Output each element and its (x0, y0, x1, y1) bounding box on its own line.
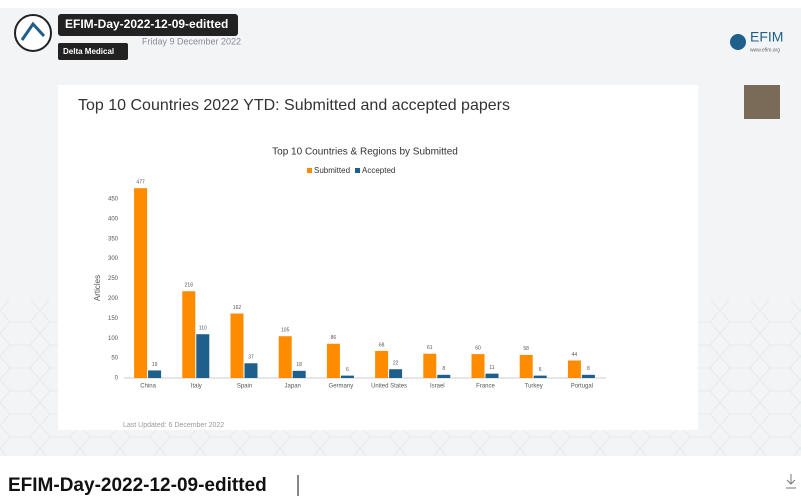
bar (389, 369, 403, 378)
value-label: 218 (185, 283, 194, 289)
value-label: 105 (281, 328, 290, 334)
bar (148, 370, 162, 378)
brand: EFIM (750, 29, 783, 45)
legend-swatch (307, 168, 312, 173)
legend-label: Accepted (362, 166, 395, 175)
bar (471, 354, 485, 378)
speaker-thumbnail[interactable] (744, 85, 780, 119)
y-tick-label: 100 (108, 336, 119, 342)
chart-title: Top 10 Countries & Regions by Submitted (272, 147, 458, 158)
slide-title: Top 10 Countries 2022 YTD: Submitted and… (78, 97, 510, 114)
value-label: 37 (248, 355, 254, 361)
y-tick-label: 0 (115, 376, 119, 382)
value-label: 19 (152, 362, 158, 368)
bar (437, 374, 451, 378)
channel-name[interactable]: Delta Medical (63, 47, 114, 56)
bar (581, 374, 595, 378)
title-tooltip (58, 14, 238, 36)
bar (485, 373, 499, 378)
value-label: 44 (572, 352, 578, 358)
chart: Top 10 Countries & Regions by Submitted A… (93, 147, 606, 390)
value-label: 6 (346, 367, 349, 373)
value-label: 68 (379, 342, 385, 348)
y-tick-label: 250 (108, 276, 119, 282)
bar (423, 353, 437, 378)
value-label: 86 (331, 335, 337, 341)
value-label: 8 (587, 366, 590, 372)
slide-footer: Last Updated: 6 December 2022 (123, 422, 224, 429)
x-tick-label: Spain (237, 384, 252, 390)
bar (182, 291, 196, 378)
channel-avatar[interactable] (14, 14, 52, 52)
bar (326, 343, 340, 378)
avatar-icon (20, 21, 46, 41)
y-tick-label: 200 (108, 296, 119, 302)
date: Friday 9 December 2022 (142, 36, 241, 46)
page-title: EFIM-Day-2022-12-09-editted (8, 475, 267, 496)
bar (196, 334, 210, 378)
bar (340, 375, 354, 378)
bar (567, 360, 581, 378)
y-tick-label: 150 (108, 316, 119, 322)
value-label: 60 (475, 345, 481, 351)
brand-url: www.efim.org (750, 47, 780, 53)
value-label: 110 (199, 326, 207, 332)
value-label: 61 (427, 345, 433, 351)
channel-tooltip (58, 43, 128, 60)
x-tick-label: Italy (191, 384, 202, 390)
legend-label: Submitted (314, 166, 350, 175)
bar (230, 313, 244, 378)
y-tick-label: 450 (108, 196, 119, 202)
value-label: 6 (539, 367, 542, 373)
y-tick-label: 50 (111, 356, 118, 362)
value-label: 18 (296, 362, 302, 368)
bar (278, 336, 292, 378)
download-button[interactable] (786, 474, 796, 489)
bar (375, 350, 389, 378)
legend-swatch (355, 168, 360, 173)
bar (292, 370, 306, 378)
y-axis-label: Articles (93, 275, 102, 301)
bar (519, 354, 533, 378)
value-label: 162 (233, 305, 242, 311)
y-tick-label: 400 (108, 216, 119, 222)
x-tick-label: Turkey (525, 384, 543, 390)
bar (244, 363, 258, 378)
x-tick-label: Japan (285, 384, 301, 390)
video-title[interactable]: EFIM-Day-2022-12-09-editted (65, 17, 228, 31)
x-tick-label: Germany (329, 384, 354, 390)
x-tick-label: China (140, 384, 156, 390)
y-tick-label: 350 (108, 236, 119, 242)
value-label: 22 (393, 361, 399, 367)
x-tick-label: Israel (430, 384, 445, 390)
bar (134, 188, 148, 378)
value-label: 8 (442, 366, 445, 372)
value-label: 11 (489, 365, 494, 371)
value-label: 58 (523, 346, 529, 352)
x-tick-label: France (476, 384, 495, 390)
x-tick-label: Portugal (571, 384, 593, 390)
bar (533, 375, 547, 378)
value-label: 477 (136, 179, 145, 185)
y-tick-label: 300 (108, 256, 119, 262)
x-tick-label: United States (371, 384, 407, 390)
brand-logo: EFIM www.efim.org (730, 29, 783, 53)
